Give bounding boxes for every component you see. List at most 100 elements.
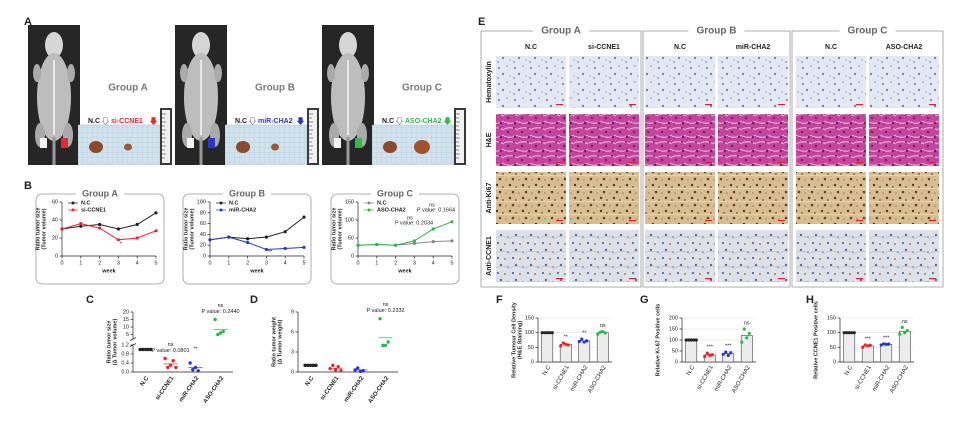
data-point (375, 242, 379, 247)
data-point (708, 353, 712, 357)
tumor-marker (40, 138, 47, 148)
data-point (726, 353, 730, 357)
data-point (386, 340, 390, 344)
significance: ns (383, 302, 389, 308)
y-tick-label: 150 (345, 199, 354, 205)
x-tick-label: ASO-CHA2 (587, 364, 608, 394)
data-point (98, 226, 102, 230)
data-point (548, 331, 552, 335)
significance: ns (902, 319, 908, 325)
title-bg (688, 25, 745, 37)
bar (722, 353, 735, 363)
scale-bar (778, 278, 785, 280)
y-tick-label: 100 (345, 217, 354, 223)
histology-image (645, 56, 715, 108)
data-point (540, 331, 544, 335)
x-tick-label: miR-CHA2 (570, 364, 590, 392)
data-point (135, 236, 139, 240)
data-point (358, 369, 363, 374)
y-tick-label: 0 (531, 359, 534, 365)
data-point (550, 331, 554, 335)
scale-bar (778, 220, 785, 222)
bar (685, 339, 698, 363)
y-tick-label: 50 (528, 345, 534, 351)
down-arrow (150, 117, 157, 125)
legend-marker (219, 201, 223, 205)
x-tick-label: 5 (450, 260, 453, 266)
histology-image (569, 114, 639, 166)
scale-bar (705, 220, 712, 222)
histology-image (718, 56, 788, 108)
x-tick-label: si-CCNE1 (696, 364, 715, 391)
data-point (166, 365, 170, 370)
significance: ns (168, 342, 174, 348)
x-tick-label: si-CCNE1 (320, 375, 341, 401)
data-point (154, 211, 158, 215)
y-axis-label: Ratio tumor size (35, 208, 41, 251)
y-tick-label: 6 (291, 329, 294, 335)
annotation: ns (429, 202, 435, 208)
scale-bar (629, 162, 636, 164)
data-point (847, 331, 851, 335)
annotation: * (120, 241, 123, 247)
annotation: ns (407, 215, 413, 221)
y-tick-label: 80 (200, 210, 206, 216)
data-point (60, 227, 64, 231)
scale-bar (705, 278, 712, 280)
data-point (705, 351, 709, 355)
scale-bar (929, 220, 936, 222)
down-arrow (102, 117, 109, 125)
legend-label: N.C (229, 200, 239, 206)
data-point (863, 343, 867, 347)
histology-image (645, 114, 715, 166)
x-tick-label: 4 (284, 260, 287, 266)
title-bg (533, 25, 589, 37)
data-point (196, 369, 200, 373)
x-tick-label: 0 (356, 260, 359, 266)
legend-marker (71, 201, 75, 205)
annotation: P value: 0.2034 (395, 220, 433, 226)
data-point (381, 343, 385, 348)
y-tick-label: 0 (55, 253, 58, 259)
data-point (564, 342, 568, 346)
data-point (328, 366, 332, 371)
data-point (601, 329, 605, 334)
y-tick-label: 0.0 (121, 369, 129, 375)
y-axis-label: (Tumor volume) (337, 208, 343, 249)
data-point (900, 325, 904, 329)
data-point (98, 222, 102, 227)
group-title: Group A (108, 83, 148, 94)
data-point (703, 354, 707, 359)
bar (843, 332, 856, 363)
significance: ** (564, 334, 569, 340)
title-bg (223, 188, 271, 200)
scale-bar (929, 162, 936, 164)
tumor (124, 143, 132, 151)
histology-image (569, 230, 639, 282)
column-label: ASO-CHA2 (886, 44, 923, 51)
data-point (116, 227, 120, 231)
data-point (246, 237, 250, 241)
mouse-xray (322, 25, 374, 165)
data-point (339, 368, 343, 373)
x-tick-label: 0 (60, 260, 63, 266)
scale-bar (705, 162, 712, 164)
histology-image (496, 114, 566, 166)
data-point (742, 327, 746, 331)
x-tick-label: 5 (154, 260, 157, 266)
histology-image (718, 230, 788, 282)
x-axis-label: week (249, 268, 264, 274)
scale-bar (556, 220, 563, 222)
row-label: Anti-CCNE1 (486, 236, 493, 276)
panel-label: C (86, 294, 94, 306)
x-tick-label: si-CCNE1 (155, 375, 176, 401)
y-tick-label: 40 (52, 217, 58, 223)
legend-label: N.C (81, 200, 91, 206)
data-point (898, 332, 902, 336)
data-point (747, 331, 751, 335)
x-tick-label: 4 (432, 260, 435, 266)
treatment-label: si-CCNE1 (111, 118, 143, 125)
panel-label: D (250, 294, 258, 306)
scale-bar (778, 162, 785, 164)
y-tick-label: 50 (348, 235, 354, 241)
